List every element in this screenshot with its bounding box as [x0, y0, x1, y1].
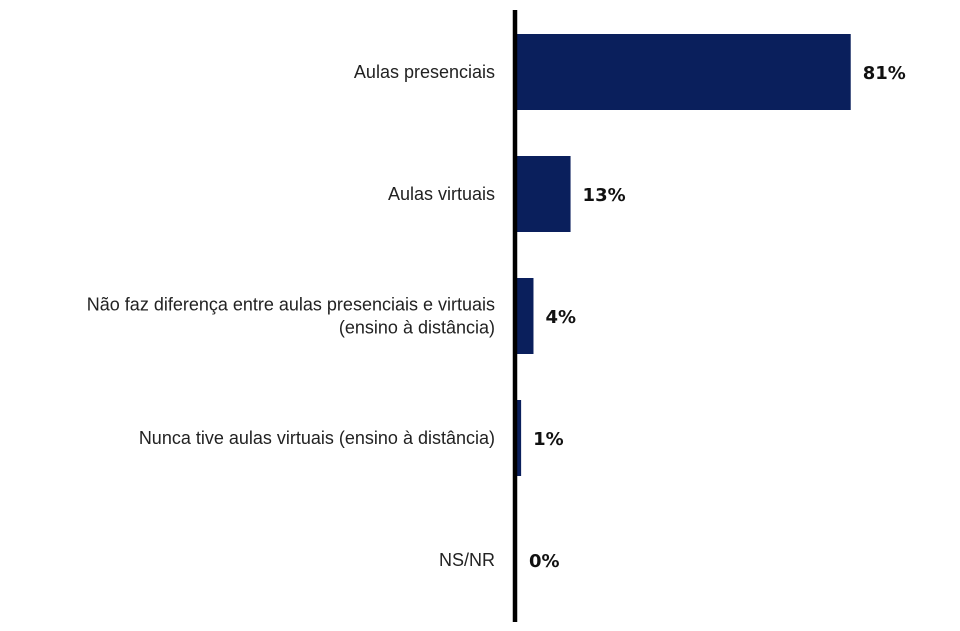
category-label: Não faz diferença entre aulas presenciai… — [87, 295, 495, 338]
category-labels-group: Aulas presenciais Aulas virtuais Não faz d… — [87, 62, 495, 570]
category-label: Nunca tive aulas virtuais (ensino à dist… — [139, 428, 495, 448]
value-label: 0% — [529, 551, 560, 572]
category-label: NS/NR — [439, 550, 495, 570]
value-label: 4% — [545, 307, 576, 328]
value-label: 1% — [533, 429, 564, 450]
category-label: Aulas presenciais — [354, 62, 495, 82]
bar — [517, 34, 851, 110]
value-label: 13% — [583, 185, 626, 206]
bar — [517, 400, 522, 476]
value-label: 81% — [863, 63, 906, 84]
bars-group — [517, 34, 851, 476]
category-label: Aulas virtuais — [388, 184, 495, 204]
bar — [517, 278, 534, 354]
value-labels-group: 81% 13% 4% 1% 0% — [529, 63, 906, 572]
bar — [517, 156, 571, 232]
